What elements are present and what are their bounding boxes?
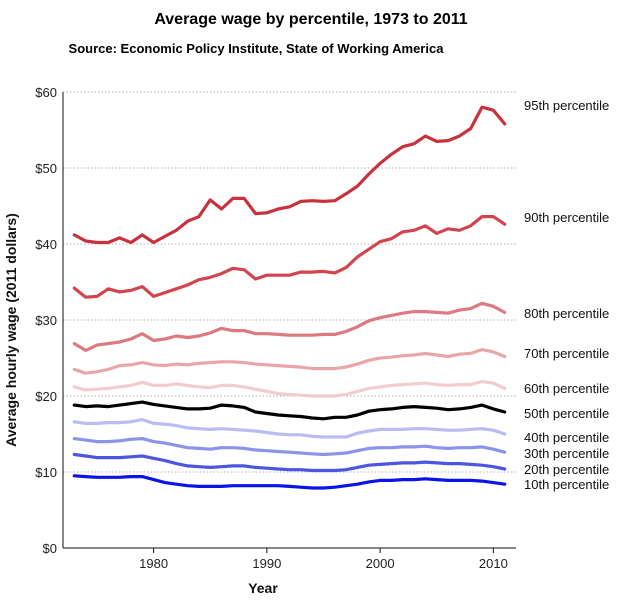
series-labels: 95th percentile 90th percentile 80th perce… xyxy=(524,98,609,492)
series-label: 90th percentile xyxy=(524,210,609,225)
series-label: 70th percentile xyxy=(524,346,609,361)
series-line xyxy=(72,474,507,490)
y-tick-label: $50 xyxy=(35,161,57,176)
series-line xyxy=(72,380,507,398)
x-tick-label: 1990 xyxy=(252,556,281,571)
y-axis-label: Average hourly wage (2011 dollars) xyxy=(3,213,19,447)
chart-subtitle: Source: Economic Policy Institute, State… xyxy=(69,41,445,56)
series-label: 50th percentile xyxy=(524,406,609,421)
x-tick-label: 1980 xyxy=(139,556,168,571)
series-line xyxy=(72,452,507,473)
y-tick-label: $60 xyxy=(35,85,57,100)
axes xyxy=(62,92,516,549)
y-tick-label: $40 xyxy=(35,237,57,252)
series-label: 30th percentile xyxy=(524,446,609,461)
y-ticks: $0 $10 $20 $30 $40 $50 $60 xyxy=(35,85,57,556)
series-label: 80th percentile xyxy=(524,306,609,321)
y-tick-label: $0 xyxy=(43,541,57,556)
series-line xyxy=(72,215,507,299)
chart-title: Average wage by percentile, 1973 to 2011 xyxy=(154,11,467,28)
series-label: 60th percentile xyxy=(524,381,609,396)
series-lines xyxy=(72,105,507,490)
series-line xyxy=(72,348,507,375)
y-tick-label: $30 xyxy=(35,313,57,328)
x-axis-label: Year xyxy=(248,580,278,596)
series-line xyxy=(72,437,507,457)
x-tick-label: 2000 xyxy=(366,556,395,571)
y-tick-label: $10 xyxy=(35,465,57,480)
series-label: 20th percentile xyxy=(524,462,609,477)
x-tick-label: 2010 xyxy=(479,556,508,571)
x-ticks: 1980 1990 2000 2010 xyxy=(139,548,508,571)
series-label: 95th percentile xyxy=(524,98,609,113)
y-tick-label: $20 xyxy=(35,389,57,404)
series-line xyxy=(72,105,507,245)
series-line xyxy=(72,400,507,421)
series-label: 40th percentile xyxy=(524,430,609,445)
series-line xyxy=(72,418,507,439)
series-line xyxy=(72,301,507,352)
series-label: 10th percentile xyxy=(524,477,609,492)
